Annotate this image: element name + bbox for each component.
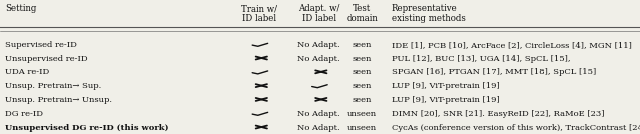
- Text: DG re-ID: DG re-ID: [5, 110, 43, 118]
- Text: LUP [9], ViT-pretrain [19]: LUP [9], ViT-pretrain [19]: [392, 96, 499, 104]
- Text: IDE [1], PCB [10], ArcFace [2], CircleLoss [4], MGN [11]: IDE [1], PCB [10], ArcFace [2], CircleLo…: [392, 41, 632, 49]
- Text: Setting: Setting: [5, 4, 36, 13]
- Text: No Adapt.: No Adapt.: [298, 41, 340, 49]
- Text: Test
domain: Test domain: [346, 4, 378, 23]
- Text: No Adapt.: No Adapt.: [298, 124, 340, 132]
- Text: Train w/
ID label: Train w/ ID label: [241, 4, 277, 23]
- Text: Representative
existing methods: Representative existing methods: [392, 4, 465, 23]
- Text: Unsupervised re-ID: Unsupervised re-ID: [5, 55, 88, 63]
- Text: CycAs (conference version of this work), TrackContrast [24]: CycAs (conference version of this work),…: [392, 124, 640, 132]
- Text: seen: seen: [353, 82, 372, 90]
- Text: Supervised re-ID: Supervised re-ID: [5, 41, 77, 49]
- Text: Unsup. Pretrain→ Sup.: Unsup. Pretrain→ Sup.: [5, 82, 101, 90]
- Text: seen: seen: [353, 68, 372, 77]
- Text: LUP [9], ViT-pretrain [19]: LUP [9], ViT-pretrain [19]: [392, 82, 499, 90]
- Text: Unsup. Pretrain→ Unsup.: Unsup. Pretrain→ Unsup.: [5, 96, 112, 104]
- Text: SPGAN [16], PTGAN [17], MMT [18], SpCL [15]: SPGAN [16], PTGAN [17], MMT [18], SpCL […: [392, 68, 596, 77]
- Text: No Adapt.: No Adapt.: [298, 55, 340, 63]
- Text: seen: seen: [353, 96, 372, 104]
- Text: seen: seen: [353, 41, 372, 49]
- Text: No Adapt.: No Adapt.: [298, 110, 340, 118]
- Text: UDA re-ID: UDA re-ID: [5, 68, 49, 77]
- Text: Adapt. w/
ID label: Adapt. w/ ID label: [298, 4, 339, 23]
- Text: unseen: unseen: [347, 110, 378, 118]
- Text: PUL [12], BUC [13], UGA [14], SpCL [15],: PUL [12], BUC [13], UGA [14], SpCL [15],: [392, 55, 570, 63]
- Text: seen: seen: [353, 55, 372, 63]
- Text: DIMN [20], SNR [21]. EasyReID [22], RaMoE [23]: DIMN [20], SNR [21]. EasyReID [22], RaMo…: [392, 110, 604, 118]
- Text: Unsupervised DG re-ID (this work): Unsupervised DG re-ID (this work): [5, 124, 168, 132]
- Text: unseen: unseen: [347, 124, 378, 132]
